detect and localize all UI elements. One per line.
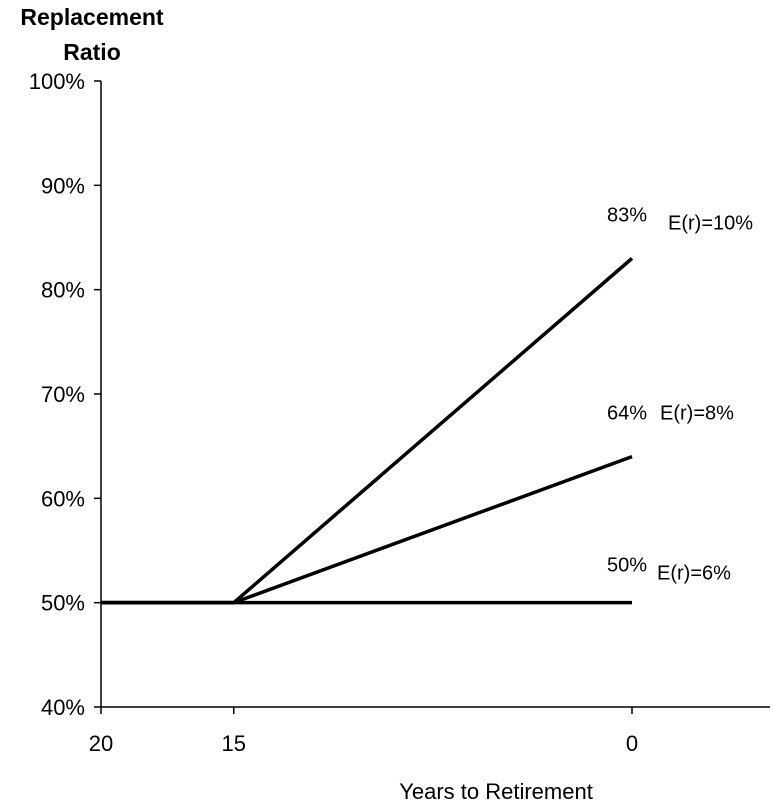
x-tick-label: 0	[626, 731, 638, 756]
series-name-label: E(r)=8%	[660, 403, 734, 425]
y-tick-label: 100%	[29, 69, 85, 94]
y-axis-title-line-2: Ratio	[63, 39, 121, 65]
y-axis-ticks: 40% 50% 60% 70% 80% 90% 100%	[29, 69, 101, 720]
series-lines	[101, 257, 634, 605]
series-end-value-label: 83%	[607, 204, 647, 226]
y-axis-title: Replacement Ratio	[20, 4, 164, 65]
series-end-value-label: 50%	[607, 555, 647, 577]
y-tick-label: 40%	[41, 695, 85, 720]
y-tick-label: 50%	[41, 591, 85, 616]
series-line-1	[101, 257, 634, 605]
x-axis-title: Years to Retirement	[399, 779, 593, 804]
y-tick-label: 80%	[41, 278, 85, 303]
y-tick-label: 70%	[41, 382, 85, 407]
annotations: 83% E(r)=10% 64% E(r)=8% 50% E(r)=6%	[607, 204, 753, 584]
x-tick-label: 20	[89, 731, 113, 756]
series-name-label: E(r)=10%	[668, 212, 753, 234]
series-end-value-label: 64%	[607, 403, 647, 425]
axes	[100, 81, 770, 708]
x-axis-ticks: 20 15 0	[89, 707, 638, 756]
y-tick-label: 60%	[41, 486, 85, 511]
series-name-label: E(r)=6%	[657, 563, 731, 585]
series-line-2	[101, 454, 633, 605]
x-tick-label: 15	[222, 731, 246, 756]
y-axis-title-line-1: Replacement	[20, 4, 164, 30]
y-tick-label: 90%	[41, 173, 85, 198]
